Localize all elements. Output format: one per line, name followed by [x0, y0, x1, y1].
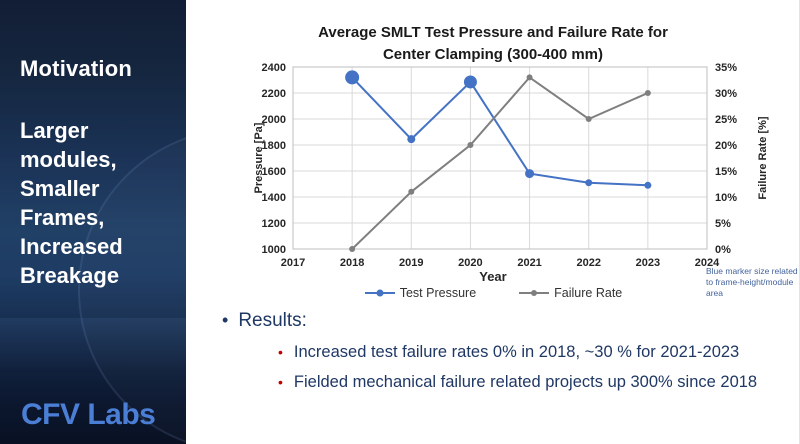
x-axis-tick-label: 2024 — [695, 257, 720, 269]
right-axis-tick-label: 25% — [715, 114, 737, 126]
right-axis-title: Failure Rate [%] — [757, 116, 769, 199]
sidebar-subtitle-line: Increased — [20, 234, 123, 259]
chart-title: Average SMLT Test Pressure and Failure R… — [186, 22, 799, 66]
legend-label: Test Pressure — [399, 286, 477, 300]
results-list: • Increased test failure rates 0% in 201… — [278, 340, 788, 395]
bullet-icon: • — [222, 310, 229, 330]
test-pressure-line — [351, 76, 648, 187]
x-axis-tick-label: 2018 — [340, 257, 364, 269]
right-axis-tick-label: 35% — [715, 62, 737, 74]
right-axis-tick-label: 0% — [715, 244, 731, 256]
failure-rate-legend-marker-icon — [519, 290, 550, 296]
right-axis-tick-label: 20% — [715, 140, 737, 152]
left-axis-title: Pressure [Pa] — [253, 122, 265, 193]
list-item: • Fielded mechanical failure related pro… — [278, 370, 778, 395]
x-axis-tick-label: 2019 — [399, 257, 423, 269]
bullet-icon: • — [278, 374, 283, 391]
cfv-labs-logo: CFV Labs — [21, 398, 156, 431]
test-pressure-legend-marker-icon — [364, 289, 395, 297]
failure-rate-point-2022 — [585, 116, 592, 122]
left-axis-tick-label: 1200 — [262, 218, 286, 230]
left-axis-tick-label: 1800 — [262, 140, 286, 152]
legend-label: Failure Rate — [554, 286, 623, 300]
left-axis-tick-label: 2200 — [262, 88, 286, 100]
legend-item-failure-rate: Failure Rate — [518, 286, 622, 300]
right-axis-tick-label: 30% — [715, 88, 737, 100]
test-pressure-point-2020 — [463, 75, 477, 89]
results-section: • Results: • Increased test failure rate… — [222, 310, 788, 400]
bullet-icon: • — [278, 344, 283, 360]
failure-rate-point-2018 — [349, 246, 356, 252]
failure-rate-point-2020 — [467, 142, 474, 148]
sidebar-title: Motivation — [20, 56, 132, 81]
pressure-failure-rate-chart: 1000 1200 1400 1600 1800 2000 2200 2400 0% 5% 10% 1… — [253, 62, 769, 269]
results-heading-row: • Results: — [222, 310, 788, 332]
sidebar-subtitle-line: Breakage — [20, 263, 120, 288]
failure-rate-point-2021 — [526, 74, 533, 81]
sidebar-subtitle-line: modules, — [20, 147, 117, 172]
failure-rate-point-2019 — [408, 188, 415, 195]
results-bullet-text: Increased test failure rates 0% in 2018,… — [293, 343, 740, 361]
x-axis-tick-label: 2022 — [576, 257, 600, 269]
x-axis-tick-label: 2023 — [636, 257, 660, 269]
chart-title-line-1: Average SMLT Test Pressure and Failure R… — [318, 24, 668, 41]
x-axis-tick-label: 2020 — [458, 257, 482, 269]
sidebar: Motivation Larger modules, Smaller Frame… — [0, 0, 186, 444]
sidebar-subtitle: Larger modules, Smaller Frames, Increase… — [20, 116, 123, 290]
results-heading: Results: — [238, 310, 307, 331]
left-axis-tick-label: 1600 — [262, 166, 286, 178]
chart-legend: Test Pressure Failure Rate — [186, 286, 799, 300]
right-axis-tick-label: 15% — [715, 166, 737, 178]
failure-rate-point-2023 — [644, 90, 651, 96]
x-axis-tick-label: 2021 — [517, 257, 541, 269]
sidebar-subtitle-line: Smaller — [20, 176, 100, 201]
chart-title-line-2: Center Clamping (300-400 mm) — [382, 46, 604, 63]
plot-border — [292, 66, 708, 250]
right-axis-tick-label: 10% — [715, 192, 737, 204]
results-bullet-text: Fielded mechanical failure related proje… — [293, 373, 758, 392]
left-axis-tick-label: 2400 — [262, 62, 286, 74]
sidebar-subtitle-line: Frames, — [20, 205, 105, 230]
test-pressure-point-2022 — [585, 179, 593, 187]
legend-item-test-pressure: Test Pressure — [364, 286, 476, 300]
test-pressure-point-2018 — [345, 70, 360, 85]
left-axis-tick-label: 1400 — [262, 192, 286, 204]
right-axis-tick-label: 5% — [715, 218, 731, 230]
test-pressure-point-2023 — [644, 181, 652, 189]
marker-size-note: Blue marker size related to frame-height… — [706, 266, 798, 299]
test-pressure-point-2019 — [407, 135, 416, 144]
list-item: • Increased test failure rates 0% in 201… — [278, 340, 778, 365]
x-axis-title: Year — [479, 269, 507, 284]
x-axis-tick-label: 2017 — [281, 257, 305, 269]
left-axis-tick-label: 1000 — [262, 244, 286, 256]
left-axis-tick-label: 2000 — [262, 114, 286, 126]
test-pressure-point-2021 — [525, 169, 535, 179]
failure-rate-line — [351, 76, 649, 250]
sidebar-subtitle-line: Larger — [20, 118, 89, 143]
